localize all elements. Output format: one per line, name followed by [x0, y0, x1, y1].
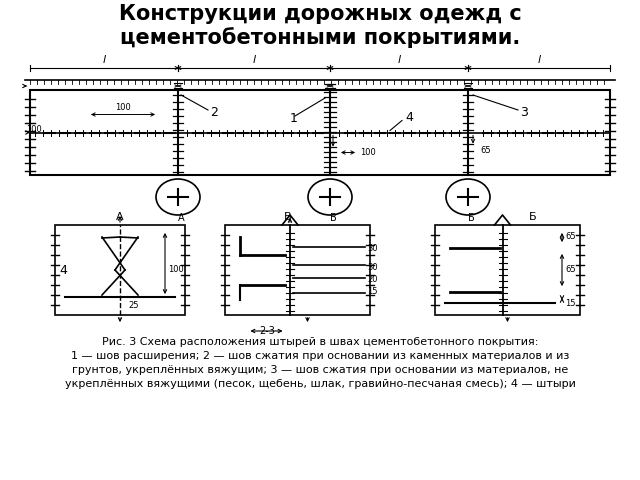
- Text: 65: 65: [480, 146, 491, 155]
- Text: 30: 30: [367, 244, 378, 253]
- Bar: [225, 225, 370, 315]
- Text: грунтов, укреплённых вяжущим; 3 — шов сжатия при основании из материалов, не: грунтов, укреплённых вяжущим; 3 — шов сж…: [72, 365, 568, 375]
- Text: 20: 20: [367, 276, 378, 285]
- Text: В: В: [330, 213, 337, 223]
- Text: 2: 2: [210, 106, 218, 119]
- Ellipse shape: [446, 179, 490, 215]
- Bar: [55, 225, 185, 315]
- Ellipse shape: [156, 179, 200, 215]
- Text: 100: 100: [26, 125, 42, 134]
- Text: 1: 1: [290, 111, 298, 124]
- Text: Б: Б: [468, 213, 474, 223]
- Text: Рис. 3 Схема расположения штырей в швах цементобетонного покрытия:: Рис. 3 Схема расположения штырей в швах …: [102, 337, 538, 347]
- Text: l: l: [102, 55, 106, 65]
- Text: 3: 3: [520, 106, 528, 119]
- Text: 65: 65: [565, 232, 575, 241]
- Text: 4: 4: [59, 264, 67, 276]
- Text: 1 — шов расширения; 2 — шов сжатия при основании из каменных материалов и из: 1 — шов расширения; 2 — шов сжатия при о…: [71, 351, 569, 361]
- Text: 4: 4: [405, 111, 413, 124]
- Ellipse shape: [308, 179, 352, 215]
- Text: 2-3: 2-3: [260, 326, 275, 336]
- Text: А: А: [178, 213, 184, 223]
- Text: 15: 15: [367, 287, 378, 296]
- Text: Б: Б: [529, 212, 536, 222]
- Text: 15: 15: [565, 299, 575, 308]
- Text: 30: 30: [367, 263, 378, 272]
- Text: А: А: [116, 212, 124, 222]
- Text: l: l: [538, 55, 541, 65]
- Text: 100: 100: [360, 148, 376, 157]
- Text: Конструкции дорожных одежд с
цементобетонными покрытиями.: Конструкции дорожных одежд с цементобето…: [118, 4, 522, 48]
- Text: 100: 100: [115, 104, 131, 112]
- Bar: [30, 90, 610, 175]
- Text: укреплённых вяжущими (песок, щебень, шлак, гравийно-песчаная смесь); 4 — штыри: укреплённых вяжущими (песок, щебень, шла…: [65, 379, 575, 389]
- Text: l: l: [252, 55, 255, 65]
- Text: 100: 100: [168, 265, 184, 275]
- Text: l: l: [397, 55, 401, 65]
- Text: В: В: [284, 212, 291, 222]
- Bar: [435, 225, 580, 315]
- Text: 25: 25: [128, 300, 138, 310]
- Text: 65: 65: [565, 265, 575, 275]
